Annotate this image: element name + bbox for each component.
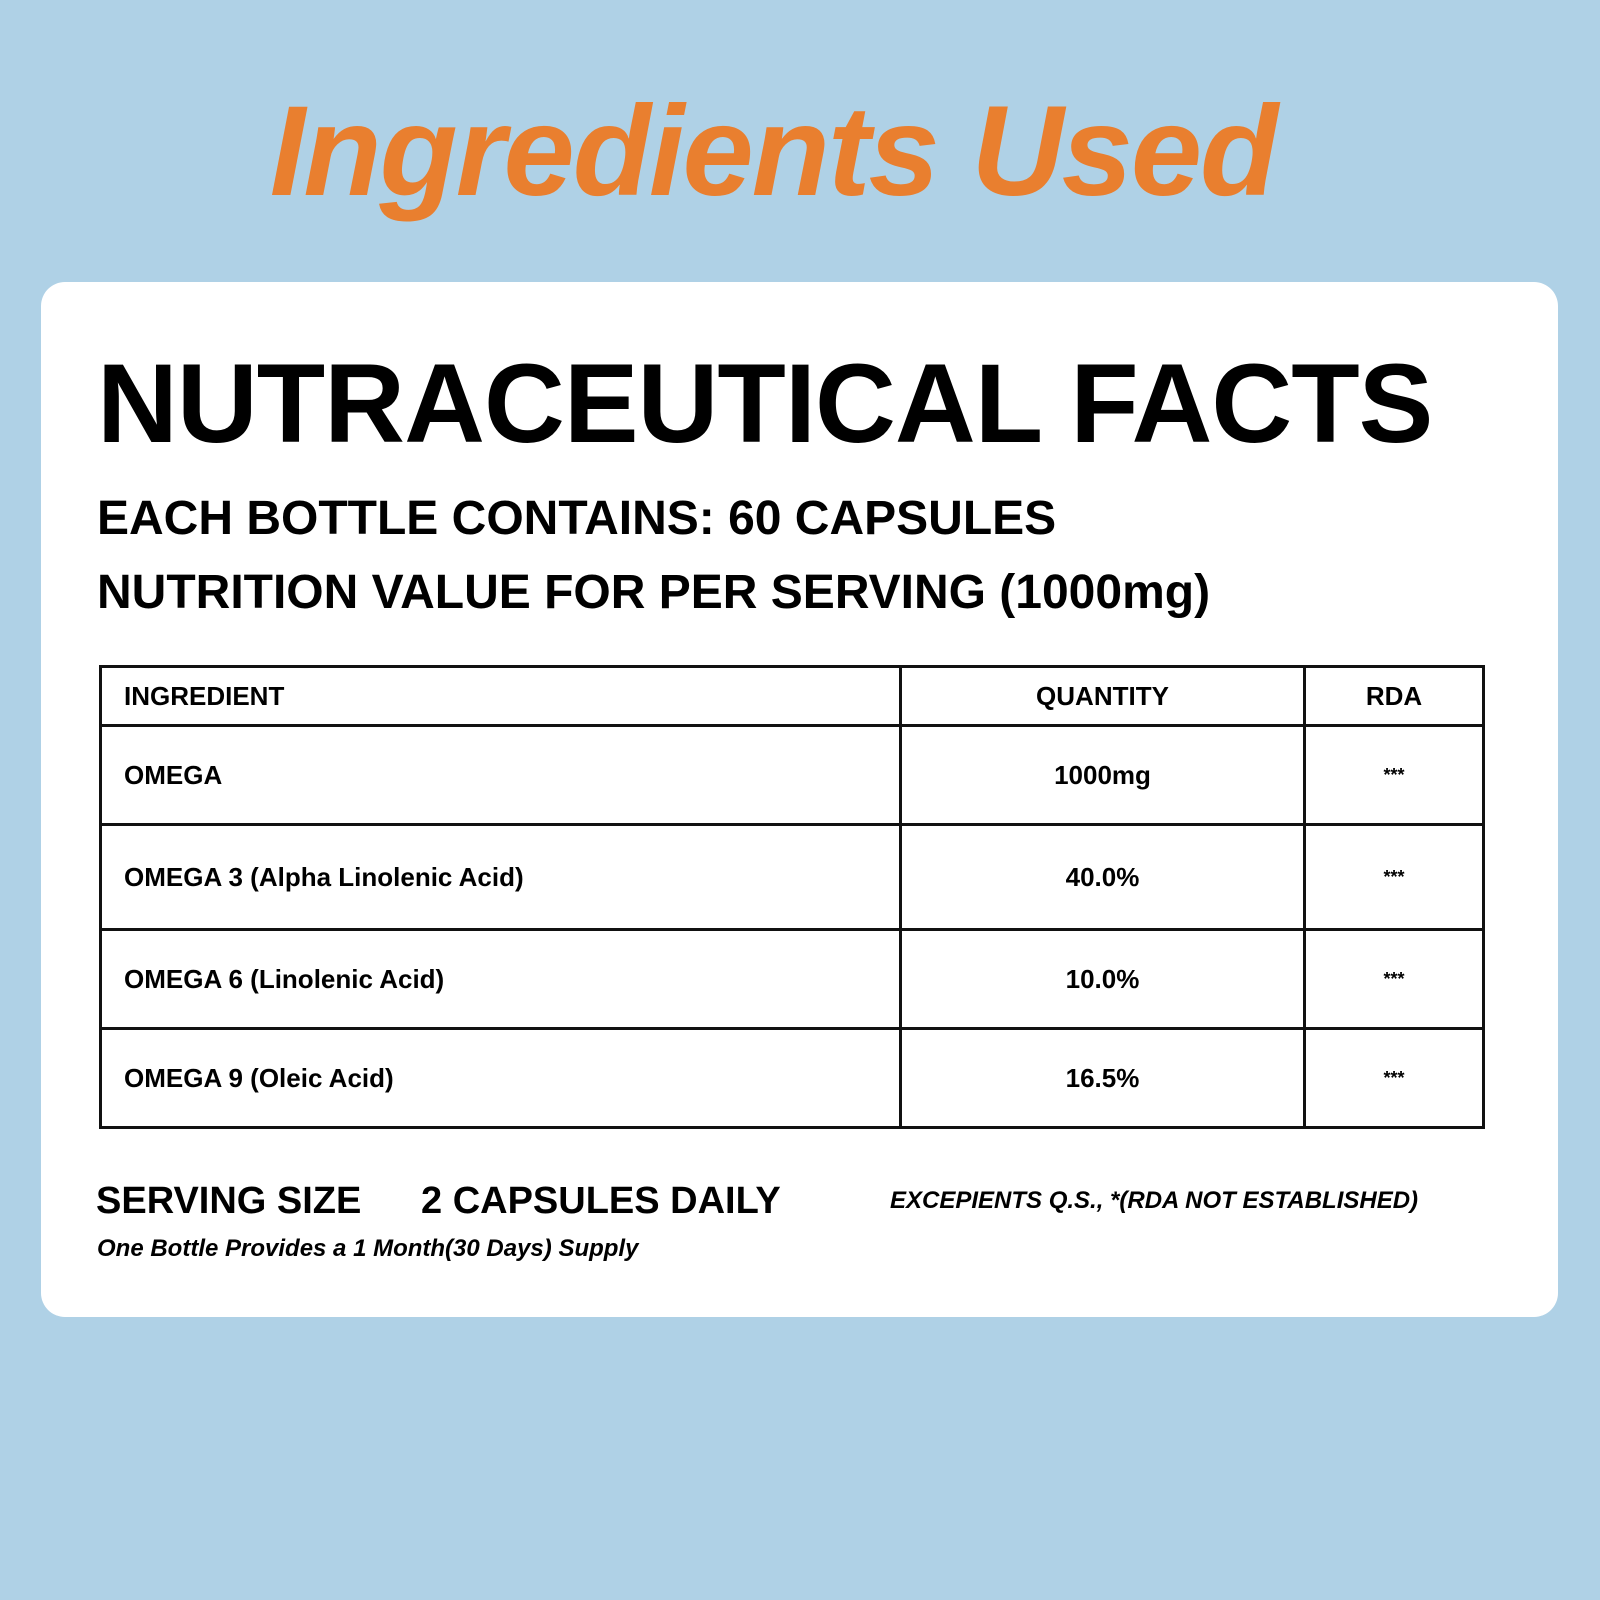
serving-size-label: SERVING SIZE — [96, 1180, 362, 1222]
header-ingredient: INGREDIENT — [99, 665, 902, 727]
rda-cell: *** — [1303, 724, 1485, 826]
bottle-contains: EACH BOTTLE CONTAINS: 60 CAPSULES — [97, 492, 1057, 545]
ingredient-cell: OMEGA — [99, 724, 902, 826]
supply-note: One Bottle Provides a 1 Month(30 Days) S… — [97, 1235, 639, 1262]
table-row: OMEGA 3 (Alpha Linolenic Acid) 40.0% *** — [99, 823, 1485, 931]
table-row: OMEGA 1000mg *** — [99, 724, 1485, 826]
quantity-cell: 16.5% — [899, 1027, 1306, 1129]
ingredient-cell: OMEGA 6 (Linolenic Acid) — [99, 928, 902, 1030]
header-rda: RDA — [1303, 665, 1485, 727]
table-row: OMEGA 9 (Oleic Acid) 16.5% *** — [99, 1027, 1485, 1129]
rda-cell: *** — [1303, 1027, 1485, 1129]
table-header-row: INGREDIENT QUANTITY RDA — [99, 665, 1485, 727]
table-row: OMEGA 6 (Linolenic Acid) 10.0% *** — [99, 928, 1485, 1030]
serving-size-value: 2 CAPSULES DAILY — [421, 1180, 781, 1222]
excipients-note: EXCEPIENTS Q.S., *(RDA NOT ESTABLISHED) — [890, 1187, 1419, 1214]
facts-title: NUTRACEUTICAL FACTS — [97, 341, 1433, 466]
nutrition-value: NUTRITION VALUE FOR PER SERVING (1000mg) — [97, 566, 1211, 619]
page-title: Ingredients Used — [269, 80, 1278, 223]
header-quantity: QUANTITY — [899, 665, 1306, 727]
rda-cell: *** — [1303, 823, 1485, 931]
quantity-cell: 40.0% — [899, 823, 1306, 931]
ingredient-cell: OMEGA 9 (Oleic Acid) — [99, 1027, 902, 1129]
ingredient-cell: OMEGA 3 (Alpha Linolenic Acid) — [99, 823, 902, 931]
rda-cell: *** — [1303, 928, 1485, 1030]
quantity-cell: 10.0% — [899, 928, 1306, 1030]
quantity-cell: 1000mg — [899, 724, 1306, 826]
ingredients-table: INGREDIENT QUANTITY RDA OMEGA 1000mg ***… — [99, 665, 1485, 1129]
